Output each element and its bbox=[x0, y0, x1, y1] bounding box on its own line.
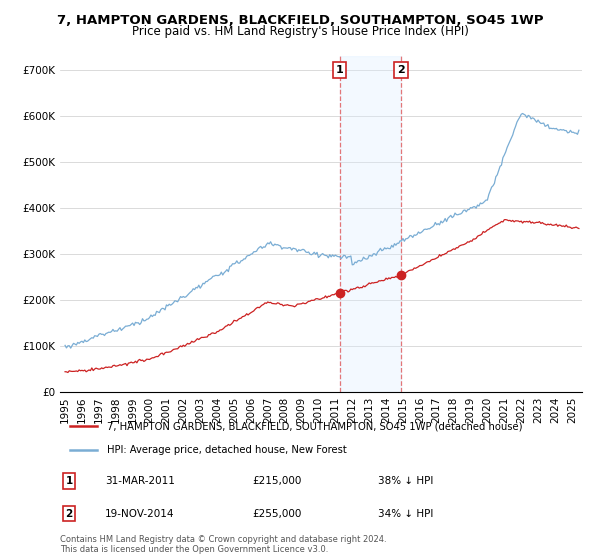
Text: 34% ↓ HPI: 34% ↓ HPI bbox=[378, 508, 433, 519]
Text: 1: 1 bbox=[336, 65, 343, 75]
Text: £255,000: £255,000 bbox=[252, 508, 301, 519]
Text: 2: 2 bbox=[65, 508, 73, 519]
Text: 19-NOV-2014: 19-NOV-2014 bbox=[105, 508, 175, 519]
Text: 38% ↓ HPI: 38% ↓ HPI bbox=[378, 476, 433, 486]
Text: Price paid vs. HM Land Registry's House Price Index (HPI): Price paid vs. HM Land Registry's House … bbox=[131, 25, 469, 38]
Text: 7, HAMPTON GARDENS, BLACKFIELD, SOUTHAMPTON, SO45 1WP: 7, HAMPTON GARDENS, BLACKFIELD, SOUTHAMP… bbox=[57, 14, 543, 27]
Text: HPI: Average price, detached house, New Forest: HPI: Average price, detached house, New … bbox=[107, 445, 347, 455]
Text: 7, HAMPTON GARDENS, BLACKFIELD, SOUTHAMPTON, SO45 1WP (detached house): 7, HAMPTON GARDENS, BLACKFIELD, SOUTHAMP… bbox=[107, 421, 523, 431]
Text: 31-MAR-2011: 31-MAR-2011 bbox=[105, 476, 175, 486]
Text: £215,000: £215,000 bbox=[252, 476, 301, 486]
Text: 2: 2 bbox=[397, 65, 405, 75]
Bar bbox=[340, 56, 401, 392]
Text: 1: 1 bbox=[65, 476, 73, 486]
Text: Contains HM Land Registry data © Crown copyright and database right 2024.
This d: Contains HM Land Registry data © Crown c… bbox=[60, 535, 386, 554]
